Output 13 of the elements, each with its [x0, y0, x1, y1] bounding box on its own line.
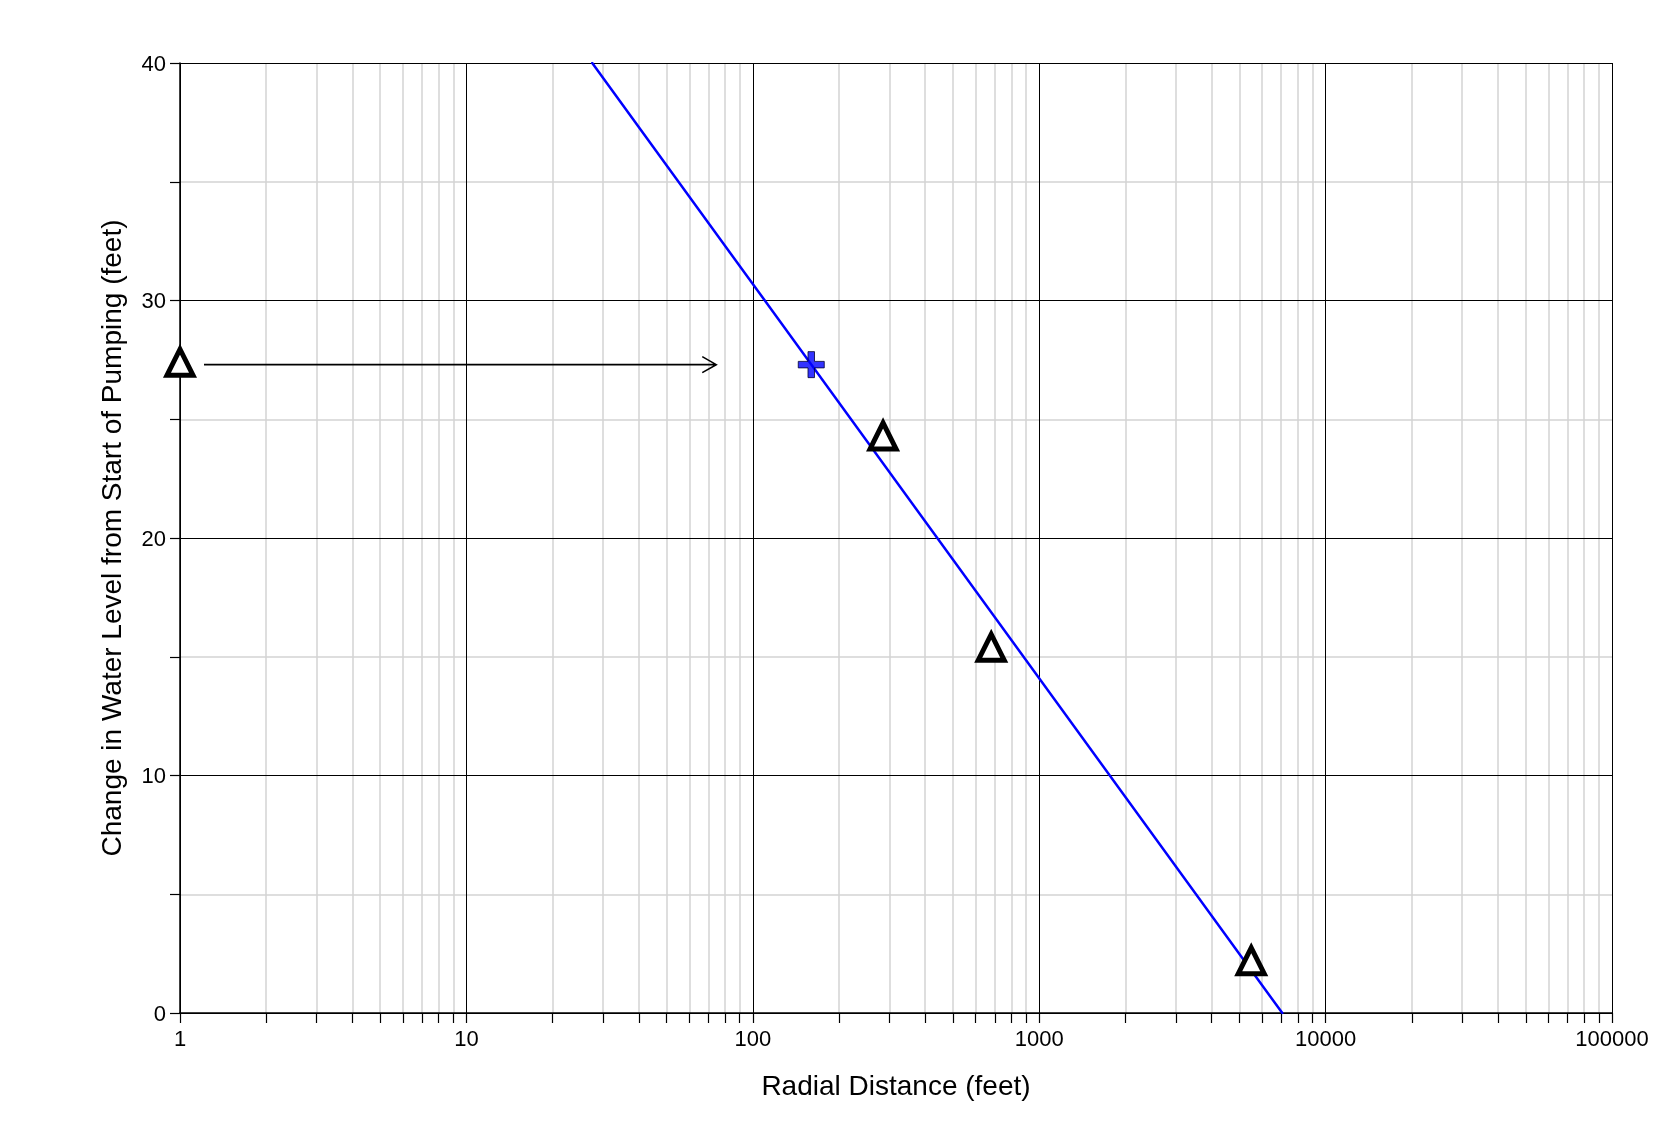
y-tick-label: 10	[141, 763, 166, 788]
x-tick-label: 1000	[1014, 1025, 1064, 1051]
x-tick-label: 100	[734, 1025, 772, 1051]
x-tick-label: 1	[173, 1025, 187, 1051]
y-tick-label: 30	[141, 288, 166, 313]
x-tick-label: 10	[454, 1025, 479, 1051]
y-tick-label: 20	[141, 525, 166, 551]
x-tick-label: 10000	[1295, 1025, 1357, 1051]
y-tick-label: 0	[153, 1000, 166, 1026]
x-axis-title: Radial Distance (feet)	[761, 1069, 1031, 1101]
x-tick-label: 100000	[1575, 1025, 1649, 1051]
y-tick-label: 40	[141, 50, 166, 76]
y-axis-title: Change in Water Level from Start of Pumping (feet)	[95, 219, 127, 857]
